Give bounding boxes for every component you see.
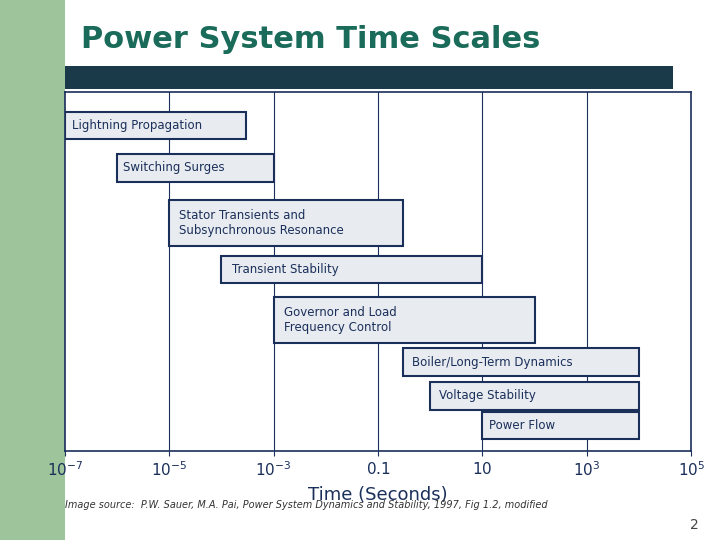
Text: Lightning Propagation: Lightning Propagation [72, 119, 202, 132]
Text: Transient Stability: Transient Stability [232, 263, 338, 276]
Text: Power Flow: Power Flow [489, 419, 555, 432]
Bar [65, 112, 246, 139]
Text: Image source:  P.W. Sauer, M.A. Pai, Power System Dynamics and Stability, 1997, : Image source: P.W. Sauer, M.A. Pai, Powe… [65, 500, 547, 510]
Bar [403, 348, 639, 376]
X-axis label: Time (Seconds): Time (Seconds) [308, 486, 448, 504]
Bar [169, 199, 403, 246]
Bar [482, 412, 639, 439]
Text: Voltage Stability: Voltage Stability [438, 389, 536, 402]
Bar [430, 382, 639, 410]
Text: Switching Surges: Switching Surges [123, 161, 225, 174]
Text: Boiler/Long-Term Dynamics: Boiler/Long-Term Dynamics [413, 356, 573, 369]
Text: Power System Time Scales: Power System Time Scales [81, 25, 541, 54]
Bar [117, 154, 274, 181]
Bar [221, 255, 482, 283]
Bar [274, 296, 534, 343]
Text: 2: 2 [690, 518, 698, 532]
Text: Stator Transients and
Subsynchronous Resonance: Stator Transients and Subsynchronous Res… [179, 209, 343, 237]
Text: Governor and Load
Frequency Control: Governor and Load Frequency Control [284, 306, 397, 334]
